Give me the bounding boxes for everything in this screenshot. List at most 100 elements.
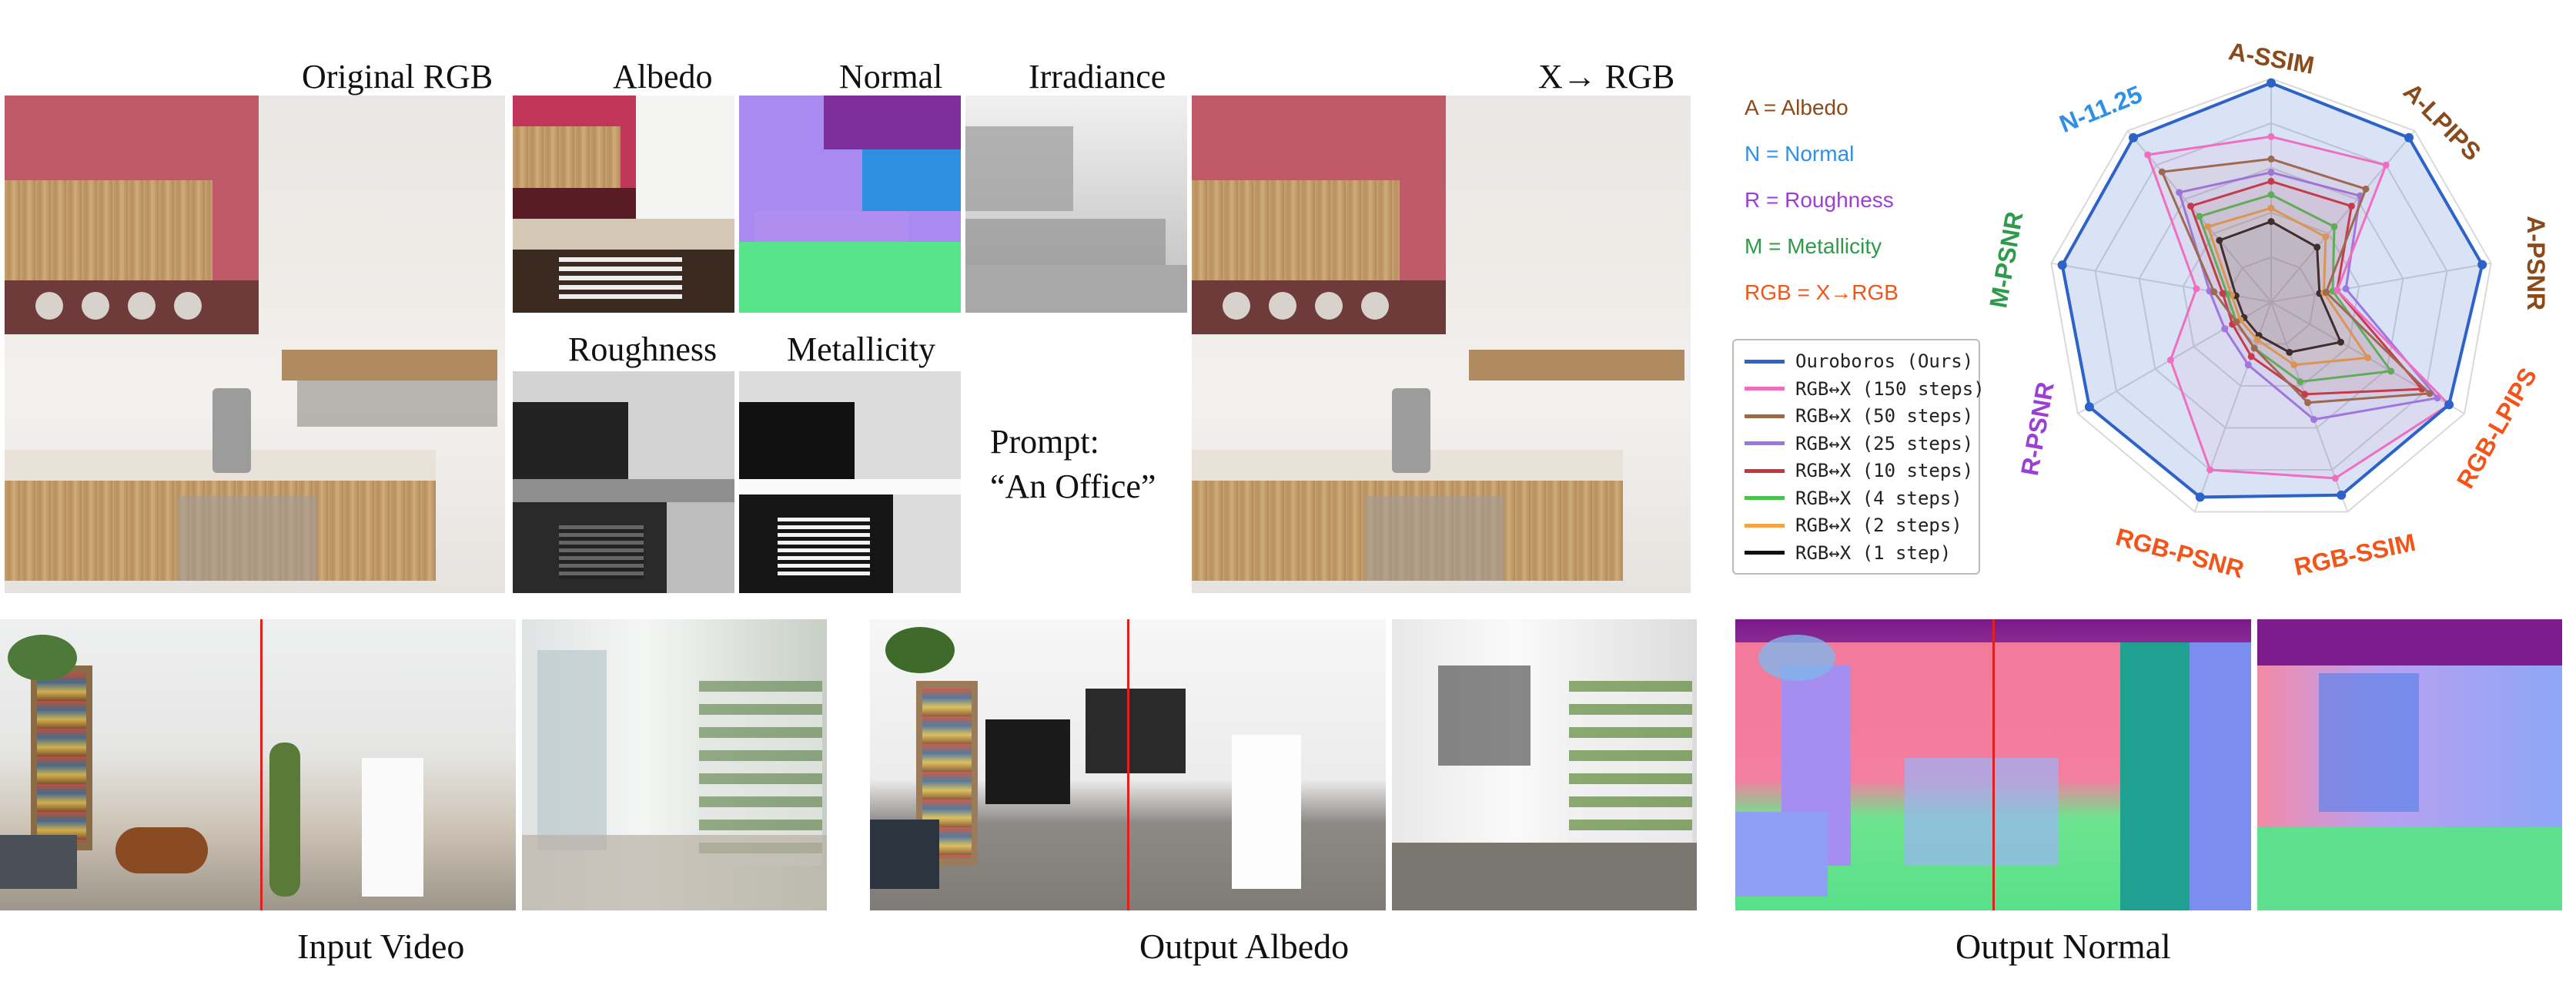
series-point (2267, 177, 2275, 185)
legend-entry: RGB↔X (1 step) (1745, 540, 1951, 566)
series-point (2290, 361, 2298, 369)
input-video-frame-right (522, 619, 827, 910)
legend-entry: RGB↔X (4 steps) (1745, 485, 1962, 511)
axis-label: A-SSIM (2226, 37, 2317, 79)
roughness-label: Roughness (568, 330, 718, 368)
grid-ring (2050, 77, 2492, 513)
legend-entry: RGB↔X (25 steps) (1745, 431, 1973, 457)
original-rgb-image (5, 96, 505, 593)
output-normal-caption: Output Normal (1955, 927, 2171, 966)
axis-label: RGB-PSNR (2113, 523, 2246, 584)
key-rgb: RGB = X→RGB (1745, 280, 1899, 304)
series-line (2197, 193, 2394, 384)
series-point (2362, 185, 2370, 193)
series-point (2404, 132, 2414, 142)
series-point (2193, 285, 2200, 293)
grid-ring (2138, 166, 2404, 429)
legend-entry: RGB↔X (10 steps) (1745, 458, 1973, 484)
grid-ring (2182, 211, 2360, 387)
series-point (2347, 203, 2355, 210)
output-albedo-caption: Output Albedo (1139, 927, 1350, 966)
series-point (2333, 287, 2341, 294)
legend-label: RGB↔X (2 steps) (1795, 515, 1962, 536)
axis-label: M-PSNR (1984, 210, 2028, 310)
series-point (2216, 236, 2223, 244)
series-point (2267, 191, 2275, 199)
series-point (2286, 348, 2293, 356)
series-point (2187, 203, 2195, 210)
key-roughness: R = Roughness (1745, 188, 1894, 212)
x-to-rgb-image (1192, 96, 1691, 593)
series-point (2342, 285, 2350, 293)
legend-entry: RGB↔X (2 steps) (1745, 512, 1962, 538)
legend-swatch (1745, 551, 1785, 555)
axis-label: RGB-LPIPS (2451, 363, 2542, 493)
key-albedo: A = Albedo (1745, 96, 1848, 119)
legend-label: RGB↔X (150 steps) (1795, 377, 1985, 400)
key-normal: N = Normal (1745, 142, 1855, 166)
legend-swatch (1745, 441, 1785, 445)
series-point (2297, 378, 2304, 386)
series-point (2221, 325, 2229, 333)
series-point (2331, 474, 2339, 482)
original-rgb-label: Original RGB (302, 58, 493, 96)
series-fill (2219, 221, 2341, 353)
series-line (2206, 206, 2370, 367)
series-point (2337, 338, 2344, 346)
legend-label: Ouroboros (Ours) (1795, 350, 1974, 372)
irradiance-label: Irradiance (1029, 58, 1166, 96)
series-point (2330, 223, 2338, 230)
series-fill (2207, 208, 2368, 365)
grid-spoke (2270, 262, 2491, 303)
axis-label: A-PSNR (2522, 216, 2550, 310)
input-video-caption: Input Video (297, 927, 465, 966)
series-fill (2199, 194, 2391, 382)
metallicity-image (739, 371, 961, 593)
series-point (2267, 78, 2276, 88)
legend-entry: RGB↔X (50 steps) (1745, 403, 1973, 429)
split-line-normal (1992, 619, 1995, 910)
axis-label: RGB-SSIM (2292, 528, 2418, 581)
series-line (2146, 135, 2451, 480)
series-point (2310, 416, 2318, 424)
series-point (2434, 394, 2441, 402)
series-point (2267, 155, 2275, 163)
series-point (2267, 132, 2275, 140)
output-albedo-frame-left (870, 619, 1386, 910)
radar-chart: A-SSIMA-LPIPSA-PSNRRGB-LPIPSRGB-SSIMRGB-… (1984, 37, 2550, 584)
series-point (2210, 288, 2218, 296)
legend-label: RGB↔X (50 steps) (1795, 405, 1974, 427)
series-point (2196, 213, 2203, 220)
legend-swatch (1745, 523, 1785, 528)
series-point (2144, 151, 2152, 159)
normal-image (739, 96, 961, 313)
series-point (2176, 189, 2183, 196)
albedo-image (513, 96, 734, 313)
legend-swatch (1745, 359, 1785, 364)
legend-swatch (1745, 414, 1785, 418)
series-point (2444, 400, 2454, 410)
series-line (2177, 171, 2440, 421)
series-point (2322, 288, 2330, 296)
input-video-frame-left (0, 619, 516, 910)
series-point (2382, 161, 2390, 169)
series-point (2244, 361, 2252, 369)
irradiance-image (965, 96, 1187, 313)
series-point (2337, 490, 2347, 500)
legend-label: RGB↔X (1 step) (1795, 541, 1952, 564)
series-point (2304, 399, 2312, 407)
legend-label: RGB↔X (10 steps) (1795, 460, 1974, 481)
series-point (2166, 356, 2174, 364)
x-to-rgb-label: X→ RGB (1538, 58, 1675, 96)
legend-swatch (1745, 468, 1785, 473)
series-point (2387, 367, 2395, 375)
series-point (2129, 132, 2139, 142)
series-line (2060, 81, 2484, 499)
series-point (2267, 218, 2275, 226)
split-line-albedo (1127, 619, 1129, 910)
key-metallicity: M = Metallicity (1745, 234, 1882, 258)
series-point (2322, 233, 2330, 241)
series-line (2160, 157, 2433, 404)
series-point (2206, 466, 2214, 474)
albedo-label: Albedo (613, 58, 713, 96)
